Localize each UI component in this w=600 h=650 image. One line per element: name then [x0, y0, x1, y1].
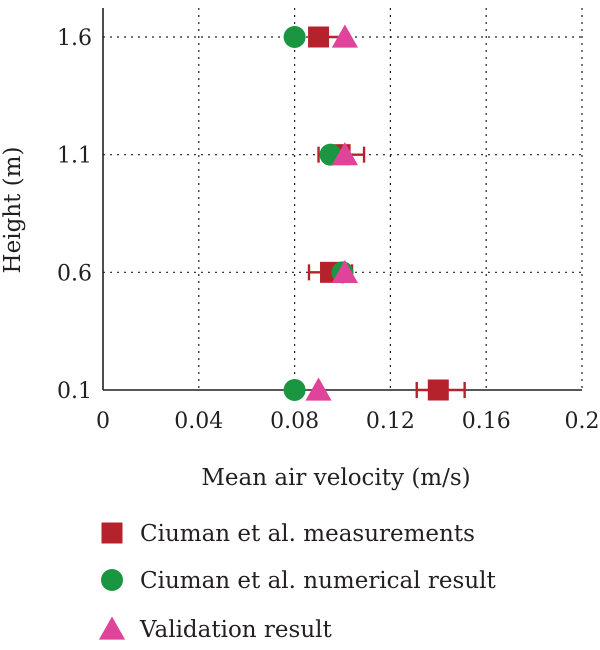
data-point-triangle — [331, 259, 359, 283]
y-tick-label: 1.6 — [57, 26, 92, 51]
data-point-circle — [283, 26, 306, 48]
data-point-triangle — [331, 142, 359, 166]
data-marks — [283, 24, 466, 401]
legend-label: Ciuman et al. numerical result — [140, 568, 497, 594]
data-point-triangle — [305, 377, 332, 401]
legend-marker-square — [101, 522, 123, 544]
grid — [103, 8, 583, 390]
legend: Ciuman et al. measurements Ciuman et al. … — [98, 521, 497, 643]
x-tick-label: 0.2 — [565, 409, 600, 434]
x-tick-label: 0.12 — [366, 409, 415, 434]
tick-labels: 0 0.04 0.08 0.12 0.16 0.2 0.1 0.6 1.1 1.6 — [57, 26, 600, 434]
data-point-square — [308, 26, 330, 48]
x-tick-label: 0 — [96, 409, 110, 434]
x-tick-label: 0.04 — [174, 409, 223, 434]
y-tick-label: 0.1 — [57, 379, 92, 404]
data-point-circle — [283, 379, 306, 401]
y-tick-label: 0.6 — [57, 261, 92, 286]
legend-marker-triangle — [98, 616, 126, 640]
data-point-triangle — [331, 24, 359, 48]
y-axis-title: Height (m) — [0, 147, 26, 274]
x-tick-label: 0.08 — [270, 409, 319, 434]
x-tick-label: 0.16 — [462, 409, 511, 434]
data-point-square — [427, 379, 449, 401]
y-tick-label: 1.1 — [57, 144, 92, 169]
axes — [102, 8, 582, 391]
legend-label: Ciuman et al. measurements — [140, 521, 475, 547]
x-axis-title: Mean air velocity (m/s) — [201, 465, 470, 491]
legend-marker-circle — [101, 569, 123, 591]
legend-label: Validation result — [139, 617, 333, 643]
